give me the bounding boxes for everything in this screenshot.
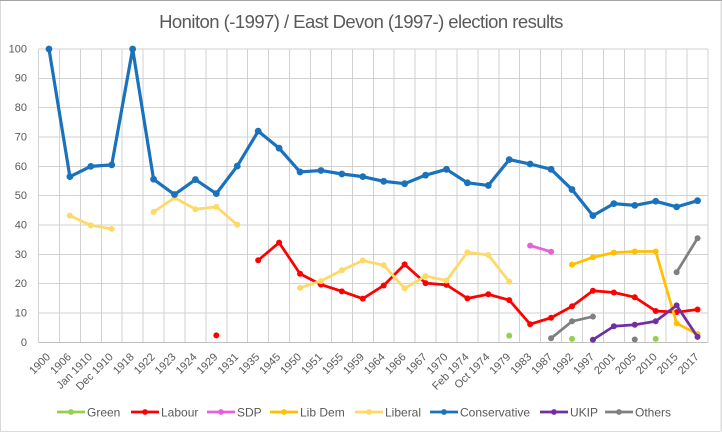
svg-text:20: 20 (15, 278, 27, 290)
svg-text:UKIP: UKIP (570, 405, 598, 419)
svg-text:10: 10 (15, 308, 27, 320)
svg-text:Green: Green (87, 405, 120, 419)
svg-text:30: 30 (15, 249, 27, 261)
svg-text:90: 90 (15, 73, 27, 85)
svg-text:Lib Dem: Lib Dem (300, 405, 345, 419)
svg-text:100: 100 (9, 43, 27, 55)
svg-text:40: 40 (15, 219, 27, 231)
svg-text:50: 50 (15, 190, 27, 202)
svg-text:Others: Others (635, 405, 671, 419)
svg-text:SDP: SDP (237, 405, 262, 419)
svg-text:0: 0 (21, 337, 27, 349)
svg-text:Liberal: Liberal (385, 405, 421, 419)
svg-text:70: 70 (15, 131, 27, 143)
svg-text:60: 60 (15, 161, 27, 173)
svg-text:Labour: Labour (161, 405, 198, 419)
svg-text:80: 80 (15, 102, 27, 114)
svg-text:Honiton (-1997) / East Devon (: Honiton (-1997) / East Devon (1997-) ele… (159, 11, 563, 32)
svg-text:Conservative: Conservative (460, 405, 530, 419)
